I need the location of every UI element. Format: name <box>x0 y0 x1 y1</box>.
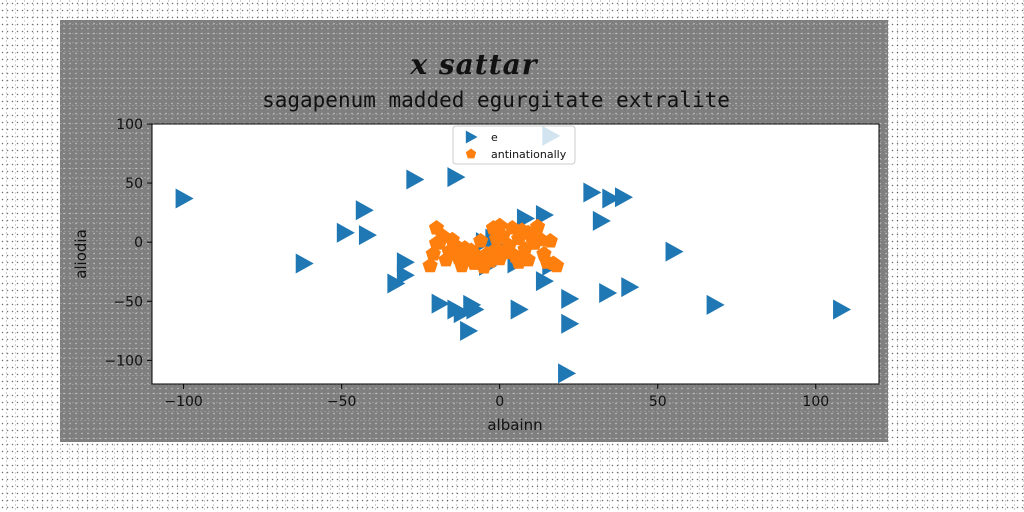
data-point <box>396 252 415 273</box>
data-point <box>665 241 684 262</box>
data-point <box>520 224 536 240</box>
data-point <box>428 235 445 250</box>
y-axis-label: aliodia <box>72 229 90 279</box>
data-point <box>406 169 425 190</box>
data-point <box>558 363 577 384</box>
data-point <box>706 294 725 315</box>
data-point <box>460 320 479 341</box>
data-point <box>453 303 472 324</box>
data-point <box>431 293 450 314</box>
y-tick-label: 0 <box>134 235 143 251</box>
x-tick-label: 0 <box>495 394 504 410</box>
legend-marker <box>465 148 477 159</box>
y-tick-label: 50 <box>125 176 143 192</box>
data-point <box>387 273 406 294</box>
data-point <box>511 254 527 269</box>
figure-background: −100 −50 0 50 100 −100 −50 0 50 100 e antinational… <box>60 20 888 442</box>
data-point <box>336 222 355 243</box>
chart-title: sagapenum madded egurgitate extralite <box>262 88 730 112</box>
data-point <box>510 299 529 320</box>
data-point <box>422 257 438 273</box>
data-point <box>473 233 489 248</box>
y-tick-label: 100 <box>116 117 143 133</box>
x-axis-label: albainn <box>487 416 542 434</box>
figure-suptitle: x sattar <box>410 48 538 81</box>
legend-marker <box>465 130 478 144</box>
data-point <box>614 187 633 208</box>
data-point <box>355 200 374 221</box>
data-point <box>561 313 580 334</box>
data-point <box>488 230 505 246</box>
data-point <box>549 257 565 273</box>
data-point <box>466 299 485 320</box>
x-tick-label: −100 <box>164 394 202 410</box>
data-point <box>592 210 611 231</box>
data-point <box>833 299 852 320</box>
legend-box <box>452 125 576 165</box>
data-point <box>492 217 508 233</box>
y-tick-label: −50 <box>113 294 143 310</box>
legend-label: e <box>491 131 498 144</box>
data-point <box>561 288 580 309</box>
data-point <box>599 283 618 303</box>
data-point <box>358 225 377 246</box>
data-point <box>447 167 466 188</box>
data-point <box>621 277 640 298</box>
scatter-chart: −100 −50 0 50 100 −100 −50 0 50 100 e antinational… <box>72 117 880 434</box>
series-2-markers <box>422 217 565 274</box>
data-point <box>535 271 554 292</box>
data-point <box>602 188 621 209</box>
x-tick-label: 50 <box>649 394 667 410</box>
data-point <box>535 205 554 225</box>
data-point <box>542 233 558 248</box>
data-point <box>295 253 314 274</box>
series-1-markers <box>175 125 852 384</box>
legend-label: antinationally <box>491 148 567 161</box>
data-point <box>583 182 602 203</box>
x-tick-label: −50 <box>327 394 357 410</box>
x-tick-label: 100 <box>802 394 829 410</box>
data-point <box>175 188 194 209</box>
y-tick-label: −100 <box>105 353 143 369</box>
data-point <box>396 265 415 286</box>
